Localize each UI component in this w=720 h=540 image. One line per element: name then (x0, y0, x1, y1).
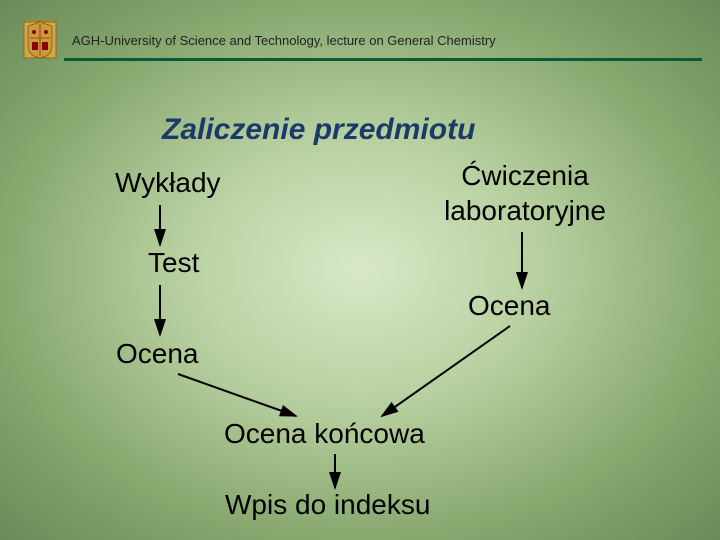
node-wpis: Wpis do indeksu (225, 489, 430, 521)
header-line (64, 58, 702, 61)
node-ocena-koncowa: Ocena końcowa (224, 418, 425, 450)
arrow-ocena-left-to-koncowa (178, 374, 296, 416)
header: AGH-University of Science and Technology… (18, 18, 702, 62)
slide-root: AGH-University of Science and Technology… (0, 0, 720, 540)
node-test: Test (148, 247, 199, 279)
node-ocena-left: Ocena (116, 338, 199, 370)
slide-title: Zaliczenie przedmiotu (162, 113, 475, 147)
header-text: AGH-University of Science and Technology… (72, 33, 496, 48)
node-ocena-right: Ocena (468, 290, 551, 322)
node-cwiczenia-label: Ćwiczenia laboratoryjne (444, 160, 606, 226)
arrow-ocena-right-to-koncowa (382, 326, 510, 416)
agh-logo (18, 18, 62, 62)
node-cwiczenia: Ćwiczenia laboratoryjne (385, 158, 665, 228)
node-wyklady: Wykłady (115, 167, 221, 199)
arrows-layer (0, 0, 720, 540)
